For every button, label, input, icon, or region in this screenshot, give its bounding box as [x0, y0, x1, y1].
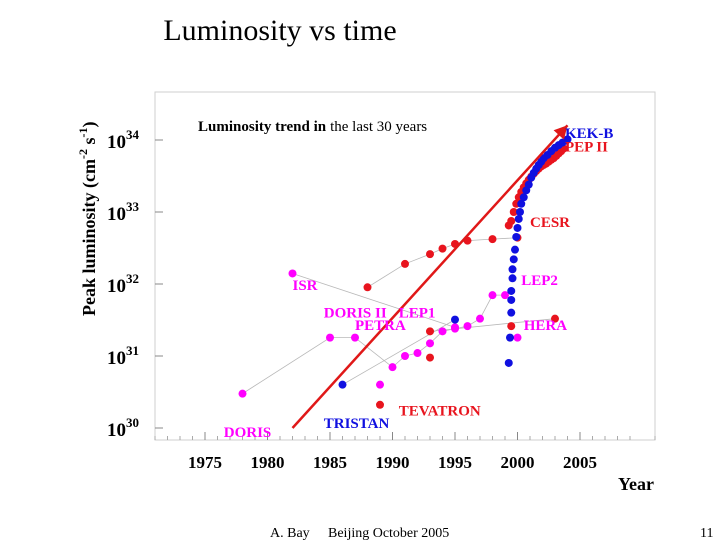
data-point: [488, 291, 497, 300]
data-point: [388, 363, 397, 372]
data-point: [363, 283, 372, 292]
label-hera: HERA: [524, 318, 568, 334]
data-point: [506, 333, 514, 342]
data-point: [551, 314, 559, 323]
y-tick-label-31: 1031: [107, 343, 139, 369]
label-tevatron: TEVATRON: [399, 403, 481, 419]
x-tick-label-2000: 2000: [501, 453, 535, 472]
data-point: [438, 244, 447, 253]
label-kek-b: KEK-B: [565, 126, 613, 142]
x-axis-label: Year: [618, 474, 654, 494]
x-tick-label-1980: 1980: [251, 453, 285, 472]
series-connector-7: [342, 319, 456, 385]
data-point: [519, 193, 528, 202]
data-point: [513, 333, 522, 342]
label-petra: PETRA: [355, 318, 406, 334]
data-point: [508, 274, 517, 283]
data-point: [413, 349, 422, 358]
page-number: 11: [700, 526, 714, 541]
series-connector-4: [429, 318, 556, 332]
data-point: [507, 216, 516, 225]
y-axis-label: Peak luminosity (cm-2 s-1): [76, 121, 100, 316]
data-point: [426, 339, 434, 348]
data-point: [501, 291, 509, 300]
y-tick-label-33: 1033: [107, 199, 140, 225]
trend-line: [291, 124, 569, 429]
data-point: [438, 327, 447, 336]
data-point: [507, 308, 516, 317]
series-connector-1: [292, 273, 456, 328]
data-point: [376, 400, 384, 409]
trend-line-stroke: [291, 124, 569, 429]
data-point: [376, 380, 384, 389]
data-point: [476, 314, 484, 323]
label-pep-ii: PEP II: [565, 140, 608, 156]
data-point: [326, 333, 334, 342]
y-tick-label-32: 1032: [107, 271, 139, 297]
data-point: [488, 235, 497, 244]
data-point: [509, 208, 518, 216]
data-point: [516, 208, 524, 216]
data-point: [401, 259, 409, 268]
x-tick-label-1995: 1995: [438, 453, 472, 472]
data-point: [338, 380, 347, 389]
axis-ticks: 1975 1980 1985 1990 1995 2000 2005 1030 1031 1032…: [107, 127, 656, 472]
data-point: [508, 265, 517, 274]
series-connector-3: [367, 237, 518, 288]
x-tick-label-1990: 1990: [376, 453, 410, 472]
data-point: [509, 255, 518, 264]
data-point: [507, 286, 516, 295]
data-point: [238, 389, 247, 398]
data-point: [426, 250, 434, 259]
label-lep2: LEP2: [521, 273, 558, 289]
footer-author: A. Bay: [270, 526, 310, 541]
footer-event: Beijing October 2005: [328, 526, 450, 541]
trend-arrowhead: [553, 125, 568, 140]
label-isr: ISR: [293, 278, 318, 294]
label-lep1: LEP1: [399, 306, 436, 322]
label-doris-ii: DORIS II: [324, 306, 387, 322]
data-point: [507, 322, 516, 331]
data-point: [514, 214, 523, 223]
data-point: [517, 199, 526, 208]
x-tick-label-1975: 1975: [188, 453, 222, 472]
data-point: [512, 232, 521, 241]
data-point: [426, 353, 434, 362]
label-cesr: CESR: [530, 215, 570, 231]
data-point: [524, 180, 533, 189]
chart-title: Luminosity trend in the last 30 years: [198, 119, 427, 135]
label-tristan: TRISTAN: [324, 416, 390, 432]
data-point: [513, 223, 522, 232]
data-point: [426, 327, 434, 336]
x-tick-label-1985: 1985: [313, 453, 347, 472]
data-point: [288, 269, 297, 278]
data-point: [504, 358, 513, 367]
label-doris: DORIS: [224, 425, 272, 441]
data-point: [563, 135, 572, 144]
x-tick-label-2005: 2005: [563, 453, 597, 472]
data-point: [507, 295, 516, 304]
data-point: [451, 323, 459, 332]
data-series: [238, 135, 572, 409]
data-point: [401, 352, 409, 360]
data-point: [351, 333, 359, 342]
slide-title: Luminosity vs time: [163, 14, 397, 47]
data-point: [511, 245, 519, 254]
data-point: [451, 315, 459, 324]
data-point: [463, 322, 472, 331]
y-tick-label-34: 1034: [107, 127, 140, 153]
y-tick-label-30: 1030: [107, 415, 139, 441]
